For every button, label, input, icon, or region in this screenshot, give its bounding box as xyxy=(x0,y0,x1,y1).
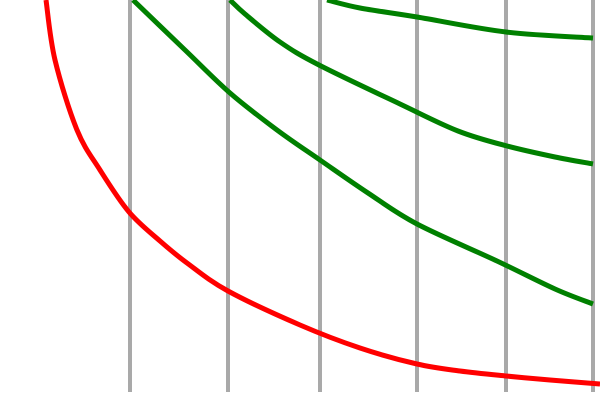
green-curve-1 xyxy=(131,0,594,307)
red-curve xyxy=(43,0,600,387)
green-curve-3 xyxy=(326,0,594,41)
green-curve-2 xyxy=(228,0,594,167)
